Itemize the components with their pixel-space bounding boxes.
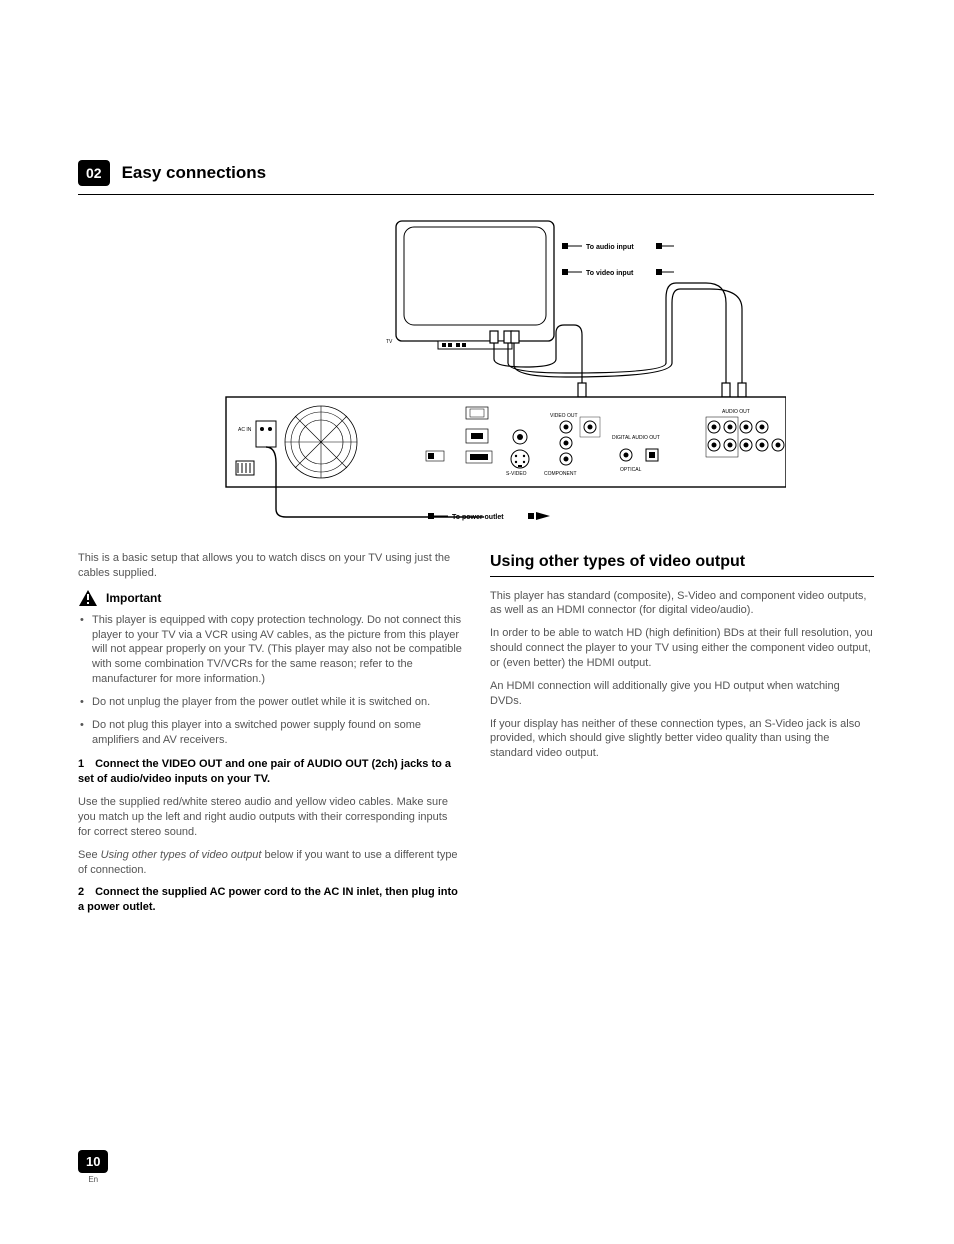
section-title: Using other types of video output [490,551,874,573]
diagram-label-video-in: To video input [586,270,634,277]
body-columns: This is a basic setup that allows you to… [78,551,874,923]
bullet-item: Do not plug this player into a switched … [78,718,462,748]
svg-text:DIGITAL AUDIO OUT: DIGITAL AUDIO OUT [612,435,660,441]
important-label: Important [106,590,161,606]
page-language: En [78,1175,108,1184]
step-1-body: Use the supplied red/white stereo audio … [78,795,462,840]
left-column: This is a basic setup that allows you to… [78,551,462,923]
svg-text:OPTICAL: OPTICAL [620,467,642,473]
chapter-header: 02 Easy connections [78,160,874,186]
svg-text:AUDIO OUT: AUDIO OUT [722,409,750,415]
important-heading: Important [78,589,462,607]
important-icon [78,589,98,607]
section-rule [490,576,874,577]
diagram-label-audio-in: To audio input [586,244,634,251]
chapter-title: Easy connections [122,163,267,183]
svg-text:VIDEO OUT: VIDEO OUT [550,413,578,419]
diagram-label-power: To power outlet [452,514,504,521]
bullet-item: Do not unplug the player from the power … [78,695,462,710]
intro-paragraph: This is a basic setup that allows you to… [78,551,462,581]
right-p2: In order to be able to watch HD (high de… [490,626,874,671]
right-column: Using other types of video output This p… [490,551,874,923]
svg-text:S-VIDEO: S-VIDEO [506,471,527,477]
page-footer: 10 En [78,1150,108,1184]
see-note: See Using other types of video output be… [78,848,462,878]
page-number: 10 [78,1150,108,1173]
svg-text:COMPONENT: COMPONENT [544,471,577,477]
see-prefix: See [78,849,101,861]
right-p3: An HDMI connection will additionally giv… [490,679,874,709]
see-link-text: Using other types of video output [101,849,262,861]
step-2-heading: 2 Connect the supplied AC power cord to … [78,885,462,915]
bullet-item: This player is equipped with copy protec… [78,613,462,687]
diagram-label-acin: AC IN [238,427,252,433]
right-p1: This player has standard (composite), S-… [490,589,874,619]
right-p4: If your display has neither of these con… [490,717,874,762]
step-1-heading: 1 Connect the VIDEO OUT and one pair of … [78,757,462,787]
chapter-number-badge: 02 [78,160,110,186]
connection-diagram: TV To audio input To video input [78,213,874,533]
important-bullets: This player is equipped with copy protec… [78,613,462,748]
diagram-label-tv: TV [386,339,393,345]
chapter-rule [78,194,874,195]
